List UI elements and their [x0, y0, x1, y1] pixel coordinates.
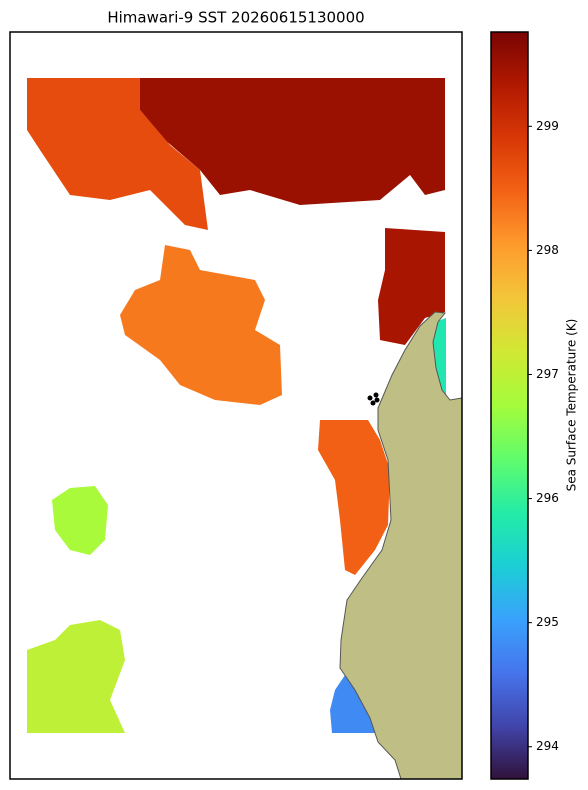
station-marker — [373, 392, 379, 398]
sst-region — [52, 486, 108, 555]
map-title: Himawari-9 SST 20260615130000 — [107, 9, 364, 27]
station-marker — [374, 397, 380, 403]
land — [339, 311, 463, 780]
sst-region — [378, 228, 445, 345]
map-area — [27, 78, 463, 780]
sst-region — [27, 78, 208, 230]
sst-region — [140, 78, 445, 205]
sst-region — [27, 620, 125, 733]
colorbar-tick-label: 298 — [536, 243, 559, 257]
colorbar — [490, 31, 529, 780]
colorbar-label: Sea Surface Temperature (K) — [565, 319, 579, 492]
sst-region — [330, 675, 378, 733]
colorbar-tick-label: 299 — [536, 119, 559, 133]
colorbar-tick-label: 294 — [536, 739, 559, 753]
sst-region — [120, 245, 282, 405]
colorbar-tick-label: 297 — [536, 367, 559, 381]
colorbar-tick-label: 295 — [536, 615, 559, 629]
station-marker — [367, 395, 373, 401]
sst-region — [318, 420, 390, 575]
station-marker — [370, 400, 376, 406]
map-frame — [9, 31, 463, 780]
colorbar-tick-label: 296 — [536, 491, 559, 505]
